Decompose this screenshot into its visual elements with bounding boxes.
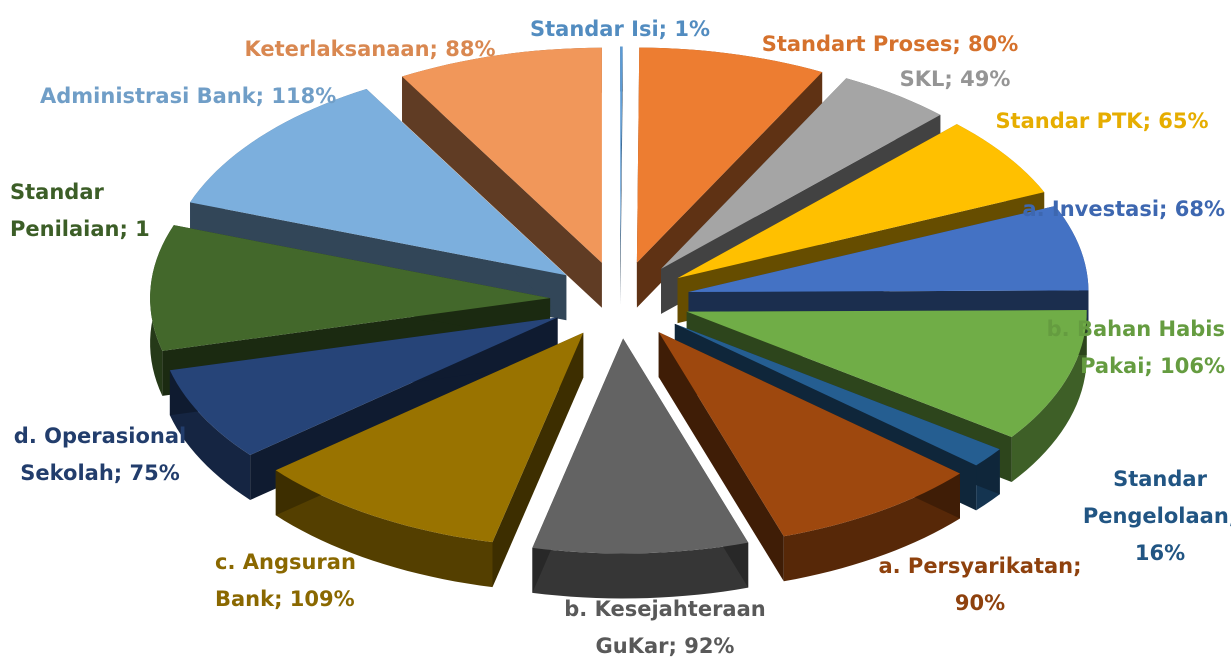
data-label: Standar Pengelolaan; 16% (1083, 467, 1231, 565)
data-label: Administrasi Bank; 118% (40, 84, 336, 108)
data-label: Standar Isi; 1% (530, 17, 710, 41)
slice-top (275, 332, 584, 543)
data-label: b. Bahan Habis Pakai; 106% (1047, 317, 1225, 378)
slice-side (783, 473, 960, 582)
data-label: b. Kesejahteraan GuKar; 92% (564, 597, 765, 658)
slice-top (636, 47, 823, 263)
slice-side (1011, 310, 1087, 483)
slice-top (677, 124, 1045, 279)
data-label: a. Investasi; 68% (1022, 197, 1225, 221)
slice-top (169, 317, 558, 455)
slice-side (532, 542, 749, 599)
label-line: Sekolah; 75% (20, 461, 180, 485)
label-line: Standar (10, 180, 104, 204)
slice-top (150, 225, 551, 351)
label-line: Pakai; 106% (1080, 354, 1225, 378)
data-label: Standar Penilaian; 1 (10, 180, 150, 241)
slice-top (190, 89, 567, 276)
slice-top (688, 205, 1089, 292)
data-label: Standart Proses; 80% (762, 32, 1019, 56)
label-line: c. Angsuran (215, 550, 356, 574)
data-label: a. Persyarikatan; 90% (878, 554, 1081, 615)
slice-top (532, 338, 749, 554)
data-label: d. Operasional Sekolah; 75% (14, 424, 186, 485)
label-line: b. Kesejahteraan (564, 597, 765, 621)
label-line: Standar (1113, 467, 1207, 491)
slice-top (661, 78, 941, 269)
slice-wall (658, 332, 784, 582)
slice (275, 332, 584, 588)
label-line: GuKar; 92% (596, 634, 735, 658)
slice-top (402, 47, 602, 263)
slice-wall (620, 46, 623, 307)
slice-top (674, 323, 1000, 466)
label-line: Penilaian; 1 (10, 217, 150, 241)
slice (620, 46, 623, 307)
slice-wall (492, 332, 584, 588)
data-label: c. Angsuran Bank; 109% (215, 550, 356, 611)
slice-top (658, 332, 960, 537)
label-line: 90% (955, 591, 1005, 615)
label-line: Pengelolaan; (1083, 504, 1231, 528)
label-line: Bank; 109% (215, 587, 355, 611)
slice-top (620, 46, 623, 262)
label-line: a. Persyarikatan; (878, 554, 1081, 578)
slice (658, 332, 960, 582)
slice (532, 338, 749, 599)
data-label: Keterlaksanaan; 88% (244, 37, 495, 61)
data-label: SKL; 49% (900, 67, 1011, 91)
label-line: b. Bahan Habis (1047, 317, 1225, 341)
label-line: 16% (1135, 541, 1185, 565)
data-label: Standar PTK; 65% (995, 109, 1208, 133)
slice-wall (402, 76, 602, 308)
slice-side (275, 470, 493, 588)
slice-top (686, 310, 1087, 438)
label-line: d. Operasional (14, 424, 186, 448)
slice (402, 47, 602, 308)
